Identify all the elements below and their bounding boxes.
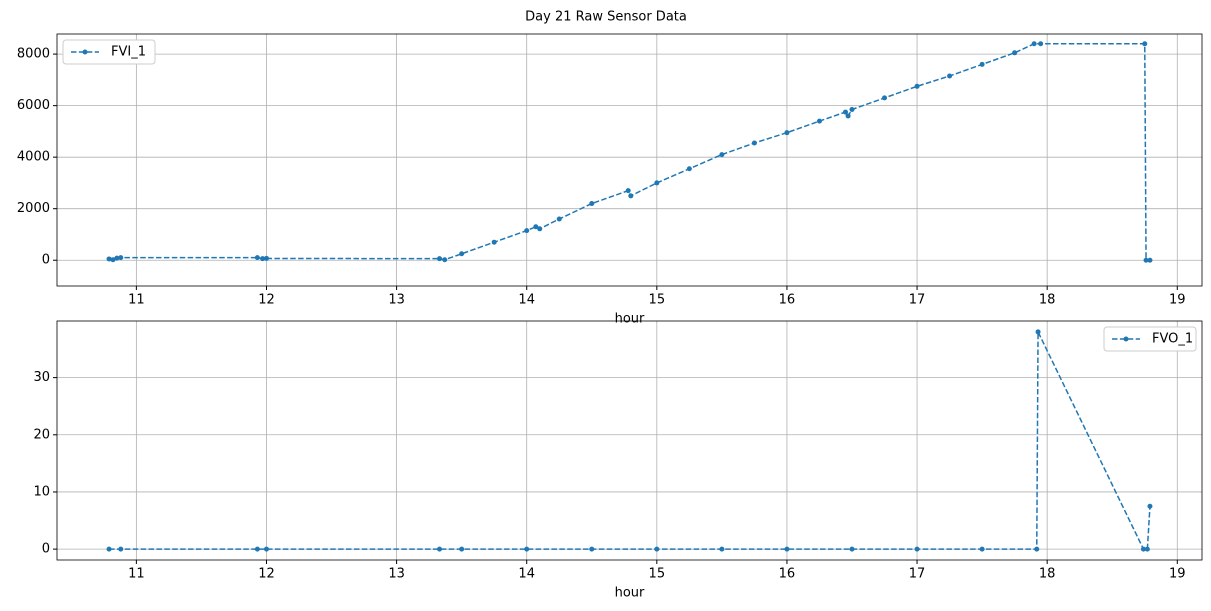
data-point bbox=[1012, 50, 1018, 56]
x-tick-label: 14 bbox=[518, 567, 535, 582]
x-tick-label: 12 bbox=[258, 293, 275, 308]
data-point bbox=[654, 180, 660, 186]
data-point bbox=[524, 228, 530, 234]
data-point bbox=[1031, 41, 1037, 47]
legend-marker bbox=[1123, 336, 1129, 342]
data-point bbox=[589, 201, 595, 207]
data-point bbox=[437, 256, 443, 262]
data-point bbox=[1142, 41, 1148, 47]
axes-frame bbox=[56, 320, 1203, 561]
x-tick-label: 17 bbox=[909, 293, 926, 308]
x-tick-label: 12 bbox=[258, 567, 275, 582]
data-point bbox=[459, 546, 465, 552]
data-point bbox=[882, 95, 888, 101]
legend-marker bbox=[82, 49, 88, 55]
y-tick-label: 0 bbox=[42, 253, 50, 268]
data-point bbox=[1140, 546, 1146, 552]
series-line bbox=[109, 331, 1151, 550]
data-point bbox=[719, 546, 725, 552]
y-tick-label: 8000 bbox=[17, 47, 50, 62]
data-point bbox=[533, 224, 539, 230]
y-tick-label: 10 bbox=[33, 484, 50, 499]
data-point bbox=[1143, 257, 1149, 263]
x-tick-label: 14 bbox=[518, 293, 535, 308]
data-point bbox=[524, 546, 530, 552]
x-tick-label: 19 bbox=[1169, 293, 1186, 308]
x-tick-label: 18 bbox=[1039, 567, 1056, 582]
data-point bbox=[719, 152, 725, 158]
x-axis-label: hour bbox=[615, 586, 645, 601]
data-point bbox=[114, 255, 120, 261]
x-tick-label: 16 bbox=[779, 293, 796, 308]
data-point bbox=[589, 546, 595, 552]
axes-frame bbox=[56, 33, 1203, 287]
x-tick-label: 13 bbox=[388, 293, 405, 308]
data-point bbox=[106, 256, 112, 262]
data-point bbox=[442, 257, 448, 263]
data-point bbox=[459, 251, 465, 257]
x-tick-label: 15 bbox=[649, 293, 666, 308]
data-point bbox=[914, 83, 920, 89]
data-point bbox=[1144, 546, 1150, 552]
data-point bbox=[1038, 41, 1044, 47]
y-tick-label: 4000 bbox=[17, 150, 50, 165]
data-point bbox=[628, 193, 634, 199]
data-point bbox=[845, 113, 851, 119]
data-point bbox=[816, 118, 822, 124]
data-point bbox=[947, 73, 953, 79]
x-tick-label: 15 bbox=[649, 567, 666, 582]
figure-title: Day 21 Raw Sensor Data bbox=[525, 10, 687, 25]
data-point bbox=[106, 546, 112, 552]
data-point bbox=[1034, 546, 1040, 552]
x-tick-label: 16 bbox=[779, 567, 796, 582]
data-point bbox=[686, 166, 692, 172]
data-point bbox=[118, 546, 124, 552]
data-point bbox=[556, 216, 562, 222]
data-point bbox=[263, 546, 269, 552]
axes: 11 12 13 14 15 16 17 18 19 0 2000 4000 6000 8000 hour F… bbox=[17, 33, 1203, 327]
data-point bbox=[654, 546, 660, 552]
data-point bbox=[914, 546, 920, 552]
y-tick-label: 20 bbox=[33, 427, 50, 442]
data-point bbox=[1147, 257, 1153, 263]
data-point bbox=[263, 255, 269, 261]
data-point bbox=[110, 257, 116, 263]
data-point bbox=[491, 239, 497, 245]
x-axis-label: hour bbox=[615, 312, 645, 327]
data-point bbox=[849, 106, 855, 112]
data-point bbox=[751, 140, 757, 146]
x-tick-label: 13 bbox=[388, 567, 405, 582]
y-tick-label: 6000 bbox=[17, 98, 50, 113]
data-point bbox=[625, 188, 631, 194]
data-point bbox=[979, 61, 985, 67]
data-point bbox=[784, 130, 790, 136]
data-point bbox=[979, 546, 985, 552]
legend-box bbox=[62, 39, 156, 65]
axes: 11 12 13 14 15 16 17 18 19 0 10 20 30 hour FVO_1 bbox=[33, 320, 1203, 601]
data-point bbox=[437, 546, 443, 552]
legend-label: FVO_1 bbox=[1152, 332, 1193, 347]
legend-box bbox=[1103, 326, 1197, 352]
data-point bbox=[118, 255, 124, 261]
data-point bbox=[842, 109, 848, 115]
data-point bbox=[537, 226, 543, 232]
data-point bbox=[260, 256, 266, 262]
x-tick-label: 11 bbox=[128, 567, 145, 582]
y-tick-label: 2000 bbox=[17, 201, 50, 216]
data-point bbox=[784, 546, 790, 552]
series-line bbox=[108, 43, 1150, 261]
x-tick-label: 19 bbox=[1169, 567, 1186, 582]
data-point bbox=[1147, 503, 1153, 509]
y-tick-label: 30 bbox=[33, 370, 50, 385]
legend-label: FVI_1 bbox=[111, 45, 146, 60]
x-tick-label: 18 bbox=[1039, 293, 1056, 308]
data-point bbox=[1035, 329, 1041, 335]
data-point bbox=[254, 546, 260, 552]
x-tick-label: 11 bbox=[128, 293, 145, 308]
x-tick-label: 17 bbox=[909, 567, 926, 582]
data-point bbox=[849, 546, 855, 552]
y-tick-label: 0 bbox=[42, 542, 50, 557]
data-point bbox=[254, 255, 260, 261]
